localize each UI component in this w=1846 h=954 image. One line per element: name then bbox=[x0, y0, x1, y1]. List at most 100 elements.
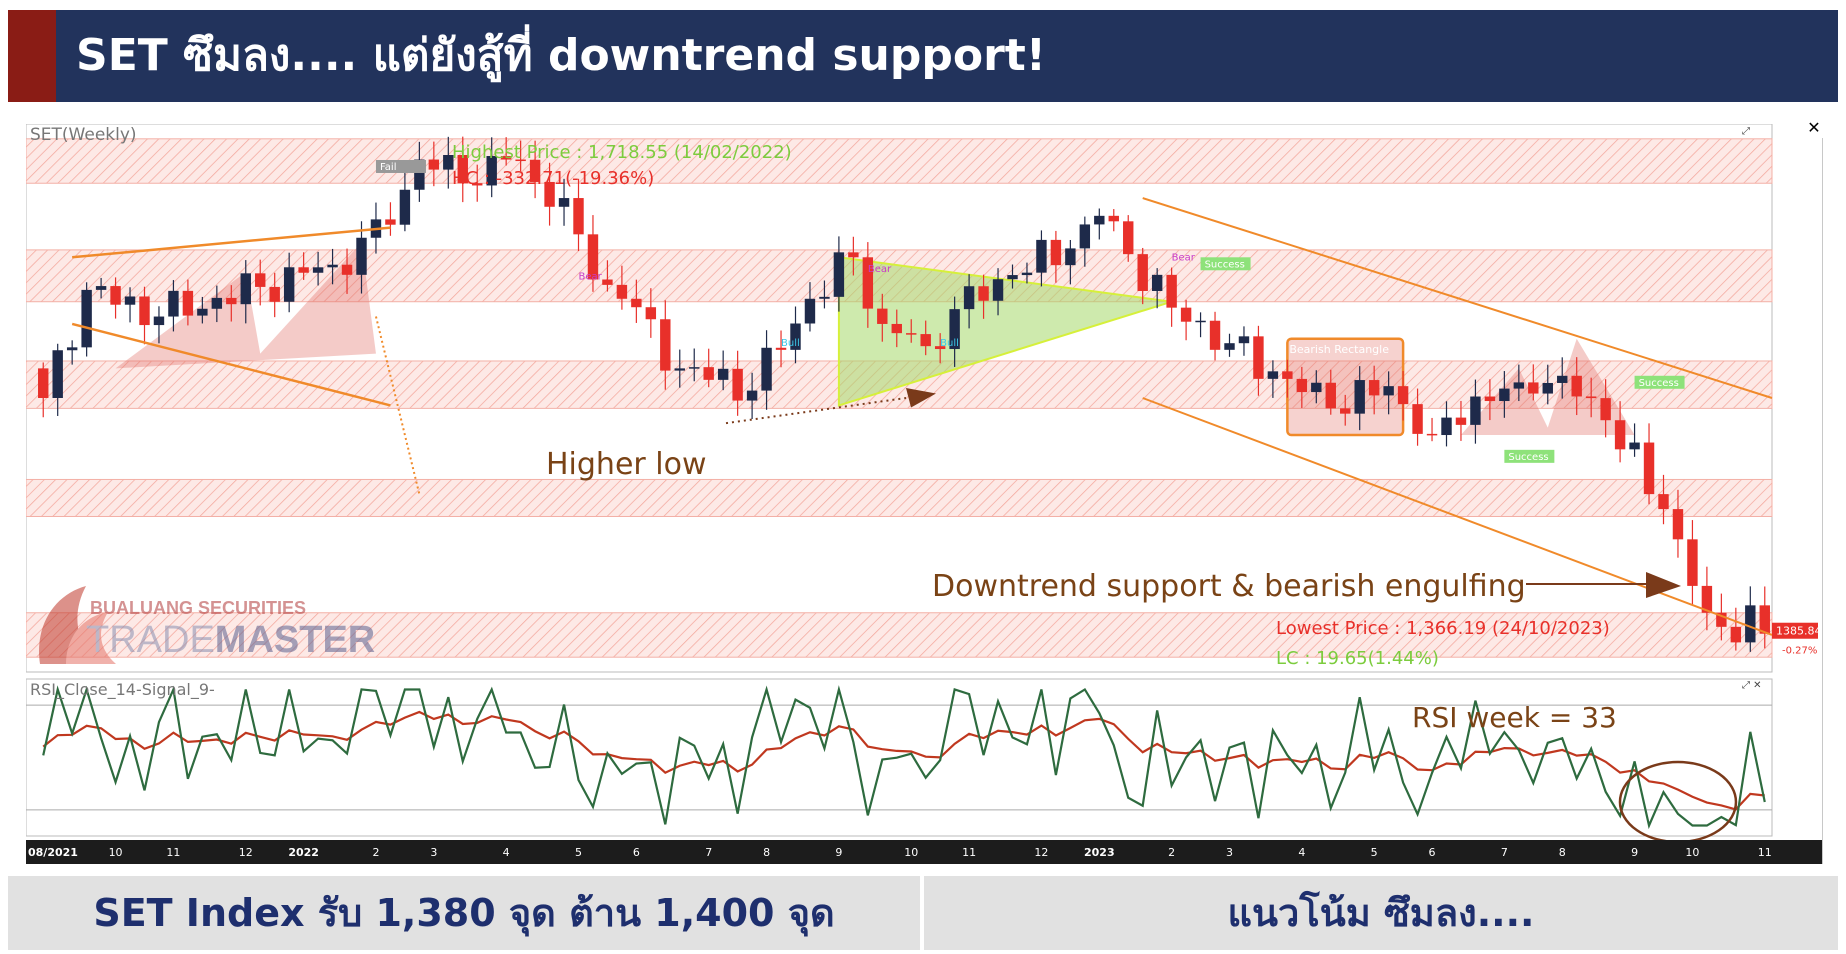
header-bar: SET ซึมลง.... แต่ยังสู้ที่ downtrend sup… bbox=[8, 10, 1838, 102]
tag-success: Success bbox=[1508, 452, 1548, 463]
candle bbox=[428, 159, 440, 170]
candle bbox=[587, 234, 599, 280]
candle bbox=[153, 316, 165, 326]
candle bbox=[1065, 248, 1076, 266]
candle bbox=[457, 154, 468, 184]
candle bbox=[1484, 396, 1496, 402]
candle bbox=[674, 368, 685, 371]
logo-line1: BUALUANG SECURITIES bbox=[90, 598, 306, 618]
x-axis-label: 4 bbox=[1298, 846, 1305, 859]
candle bbox=[1513, 382, 1525, 389]
candle bbox=[95, 286, 107, 290]
candle bbox=[1340, 408, 1351, 414]
candle bbox=[963, 286, 975, 310]
x-axis-label: 5 bbox=[575, 846, 582, 859]
rsi-signal-line bbox=[42, 710, 1765, 811]
candle bbox=[761, 347, 772, 391]
x-axis-bar bbox=[26, 840, 1822, 864]
candle bbox=[1021, 272, 1033, 276]
candle bbox=[1354, 380, 1365, 414]
candle bbox=[385, 219, 396, 225]
x-axis-label: 10 bbox=[904, 846, 918, 859]
candle bbox=[283, 267, 295, 302]
candle bbox=[1614, 420, 1626, 450]
candle bbox=[1499, 388, 1510, 402]
candle bbox=[1209, 320, 1221, 350]
candle bbox=[978, 286, 989, 301]
candle bbox=[616, 284, 628, 299]
candle bbox=[703, 367, 714, 380]
lowest-price-label: Lowest Price : 1,366.19 (24/10/2023) bbox=[1276, 618, 1610, 639]
candle bbox=[255, 273, 266, 287]
candle bbox=[1007, 275, 1018, 280]
support-resistance-text: SET Index รับ 1,380 จุด ต้าน 1,400 จุด bbox=[93, 891, 835, 935]
candle bbox=[645, 307, 657, 320]
last-price-tag bbox=[1772, 622, 1818, 639]
sr-zone bbox=[26, 612, 1773, 658]
downtrend-support bbox=[1142, 397, 1773, 636]
candle bbox=[833, 252, 845, 297]
candle bbox=[1137, 254, 1148, 291]
candle bbox=[775, 347, 787, 350]
x-axis-label: 9 bbox=[835, 846, 842, 859]
x-axis-label: 08/2021 bbox=[28, 846, 78, 859]
downtrend-resistance bbox=[1142, 197, 1773, 399]
candle bbox=[1123, 221, 1134, 255]
x-axis-label: 5 bbox=[1371, 846, 1378, 859]
candle bbox=[1730, 626, 1742, 643]
candle bbox=[558, 198, 570, 207]
price-panel-label: SET(Weekly) bbox=[30, 125, 137, 145]
candle bbox=[1687, 539, 1698, 586]
x-axis-label: 8 bbox=[1559, 846, 1566, 859]
x-axis-label: 6 bbox=[633, 846, 640, 859]
candle bbox=[356, 237, 367, 275]
candle bbox=[1368, 380, 1380, 396]
lc-label: LC : 19.65(1.44%) bbox=[1276, 648, 1439, 669]
triangle-pattern bbox=[837, 256, 1172, 407]
x-axis-label: 7 bbox=[705, 846, 712, 859]
candle bbox=[38, 368, 49, 398]
candle bbox=[1267, 371, 1279, 379]
chart-frame: BUALUANG SECURITIES TRADEMASTER Bearish Re… bbox=[26, 124, 1823, 864]
footer-left-panel: SET Index รับ 1,380 จุด ต้าน 1,400 จุด bbox=[8, 876, 920, 950]
sr-zone bbox=[26, 138, 1773, 184]
candle bbox=[110, 286, 121, 305]
candle bbox=[1542, 382, 1553, 394]
candle bbox=[949, 309, 960, 350]
close-icon[interactable]: ✕ bbox=[1804, 118, 1824, 138]
candle bbox=[327, 264, 338, 268]
tag-bear: Bear bbox=[1172, 252, 1196, 263]
x-axis-label: 11 bbox=[1758, 846, 1772, 859]
hc-label: HC : -332.71(-19.36%) bbox=[452, 168, 654, 189]
projection-line bbox=[374, 316, 421, 495]
candle bbox=[1600, 398, 1611, 421]
logo-wordmark: TRADEMASTER bbox=[86, 619, 375, 661]
candle bbox=[717, 368, 729, 380]
candle bbox=[631, 298, 642, 308]
trend-text: แนวโน้ม ซึมลง.... bbox=[1227, 891, 1535, 935]
x-axis-label: 10 bbox=[109, 846, 123, 859]
tag-bear: Bear bbox=[579, 272, 603, 283]
candle bbox=[399, 189, 411, 225]
candle bbox=[182, 290, 194, 316]
x-axis-label: 3 bbox=[1226, 846, 1233, 859]
tag-success-tag bbox=[1504, 449, 1555, 463]
candle bbox=[1282, 371, 1293, 379]
candle bbox=[790, 323, 801, 350]
candle bbox=[1325, 382, 1336, 409]
candle bbox=[819, 296, 830, 299]
footer-right-panel: แนวโน้ม ซึมลง.... bbox=[924, 876, 1838, 950]
candle bbox=[1238, 336, 1250, 344]
last-price-value: 1385.84 bbox=[1776, 625, 1822, 638]
x-axis-label: 11 bbox=[962, 846, 976, 859]
panel-controls-icon: ⤢ ✕ bbox=[1742, 680, 1762, 691]
candle bbox=[500, 156, 512, 160]
candle bbox=[81, 289, 92, 348]
candle bbox=[602, 279, 613, 285]
last-price-change: -0.27% bbox=[1782, 646, 1817, 657]
candle bbox=[891, 323, 902, 334]
x-axis-label: 7 bbox=[1501, 846, 1508, 859]
candle bbox=[211, 297, 223, 309]
candle bbox=[124, 296, 136, 305]
candle bbox=[197, 308, 208, 316]
